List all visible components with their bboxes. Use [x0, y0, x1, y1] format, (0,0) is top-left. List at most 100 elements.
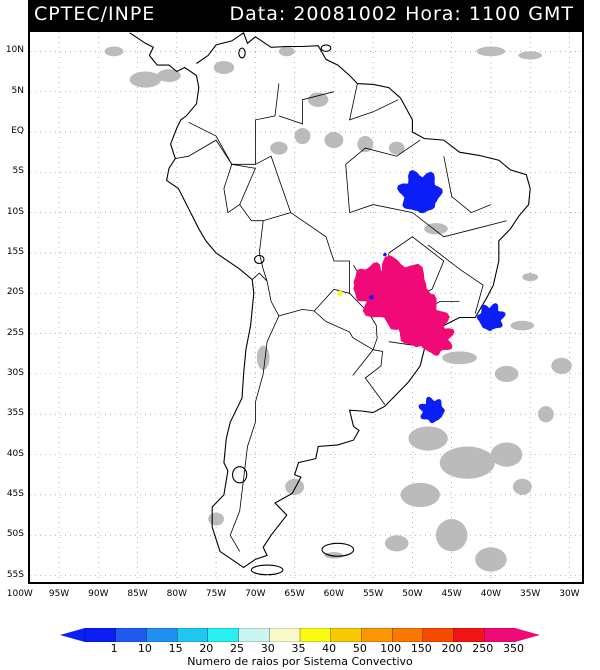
convective-cell	[369, 294, 374, 300]
colorbar-arrow-right	[515, 628, 540, 642]
convective-cell	[418, 318, 455, 356]
lon-tick-label: 85W	[127, 589, 148, 599]
border-line	[231, 163, 351, 294]
cloud-cover	[104, 46, 572, 572]
colorbar-ramp	[60, 628, 540, 642]
lat-tick-label: 20S	[6, 287, 24, 298]
colorbar-segment	[330, 628, 363, 642]
cloud-patch	[518, 51, 543, 60]
colorbar-tick-label: 100	[380, 642, 402, 655]
colorbar-tick-label: 40	[322, 642, 337, 655]
colorbar-tick-label: 20	[199, 642, 214, 655]
colorbar-segment	[391, 628, 424, 642]
cloud-patch	[307, 92, 329, 108]
cloud-patch	[104, 46, 124, 57]
cloud-patch	[256, 345, 270, 370]
cloud-patch	[388, 141, 405, 155]
cloud-patch	[490, 442, 523, 467]
lat-lon-grid	[30, 32, 582, 582]
lon-tick-label: 30W	[559, 589, 580, 599]
cloud-patch	[475, 547, 507, 572]
lon-tick-label: 90W	[88, 589, 109, 599]
island	[320, 44, 332, 52]
lon-tick-label: 70W	[245, 589, 266, 599]
cloud-patch	[384, 535, 409, 552]
lat-tick-label: 45S	[6, 488, 24, 499]
cloud-patch	[537, 406, 554, 423]
border-line	[188, 83, 280, 165]
convective-cell	[418, 396, 445, 424]
cloud-patch	[551, 357, 572, 374]
lat-tick-label: 25S	[6, 327, 24, 338]
map-canvas	[30, 32, 582, 582]
border-line	[278, 91, 334, 125]
cloud-patch	[324, 131, 344, 149]
coastline	[129, 32, 531, 569]
cloud-patch	[278, 46, 295, 57]
colorbar-tick-label: 10	[137, 642, 152, 655]
colorbar-tick-label: 25	[230, 642, 245, 655]
colorbar-tick-label: 50	[352, 642, 367, 655]
colorbar-arrow-left	[60, 628, 85, 642]
lat-tick-label: 55S	[6, 569, 24, 580]
cloud-patch	[208, 512, 224, 526]
lat-tick-label: 30S	[6, 367, 24, 378]
lon-tick-label: 100W	[6, 589, 33, 599]
cloud-patch	[512, 478, 532, 495]
colorbar-segment	[299, 628, 332, 642]
cloud-patch	[129, 71, 162, 88]
colorbar-segment	[176, 628, 209, 642]
colorbar-segment	[361, 628, 393, 642]
lat-tick-label: 5N	[11, 85, 24, 96]
cloud-patch	[510, 320, 535, 331]
lat-tick-label: 35S	[6, 408, 24, 419]
island	[321, 542, 355, 557]
colorbar-tick-label: 350	[502, 642, 524, 655]
cloud-patch	[408, 426, 448, 451]
border-line	[251, 220, 268, 282]
colorbar-tick-label: 1	[110, 642, 118, 655]
colorbar-segment	[422, 628, 455, 642]
colorbar-tick-label: 200	[441, 642, 463, 655]
lat-tick-label: 40S	[6, 448, 24, 459]
cloud-patch	[270, 141, 288, 155]
border-line	[255, 155, 292, 213]
cloud-patch	[494, 365, 519, 383]
lat-tick-label: 50S	[6, 529, 24, 540]
continent-outline	[129, 32, 531, 576]
cloud-patch	[285, 478, 305, 495]
lon-tick-label: 35W	[519, 589, 541, 599]
border-line	[175, 139, 233, 165]
convective-cell	[337, 290, 343, 297]
lon-tick-label: 50W	[402, 589, 423, 599]
colorbar-segment	[238, 628, 270, 642]
border-line	[349, 204, 507, 238]
colorbar-segment	[84, 628, 117, 642]
colorbar-tick-label: 30	[260, 642, 275, 655]
colorbar-segment	[207, 628, 240, 642]
colorbar-tick-label: 15	[168, 642, 183, 655]
border-line	[345, 139, 421, 213]
cloud-patch	[400, 482, 440, 508]
lat-tick-label: 10S	[6, 206, 24, 217]
map-frame	[28, 30, 584, 584]
lon-tick-label: 75W	[205, 589, 227, 599]
lake	[238, 47, 246, 59]
border-line	[223, 164, 240, 214]
border-line	[349, 83, 399, 121]
cloud-patch	[213, 61, 235, 74]
border-line	[266, 281, 350, 317]
cloud-patch	[324, 552, 344, 559]
colorbar-segment	[484, 628, 516, 642]
lake	[253, 254, 265, 265]
cloud-patch	[294, 127, 311, 145]
convective-cell	[353, 262, 395, 309]
source-label: CPTEC/INPE	[34, 3, 156, 25]
cloud-patch	[357, 136, 374, 153]
lon-tick-label: 80W	[166, 589, 187, 599]
colorbar-segment	[146, 628, 178, 642]
colorbar-segment	[453, 628, 485, 642]
border-line	[352, 349, 386, 405]
border-line	[229, 315, 280, 552]
convective-cell	[476, 303, 506, 331]
